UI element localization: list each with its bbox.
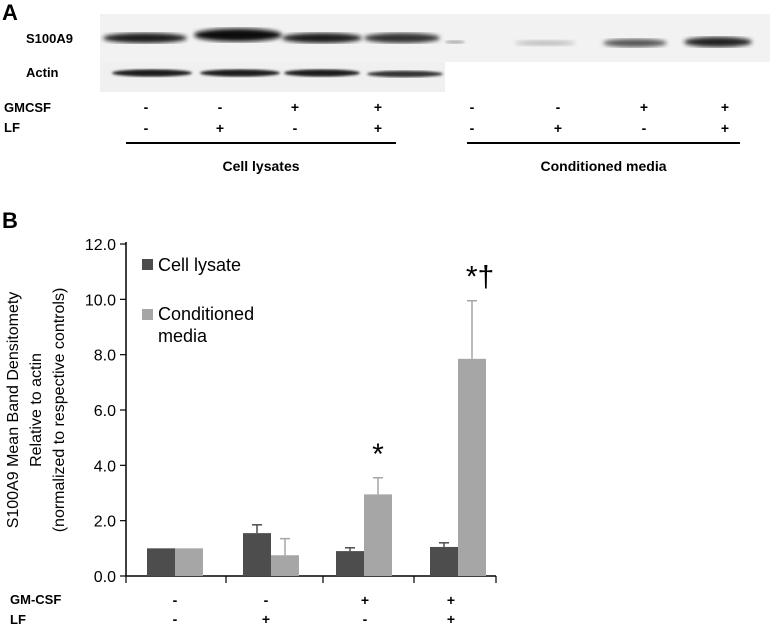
sign: + — [639, 99, 649, 115]
sign: + — [720, 120, 730, 136]
sign: - — [469, 99, 475, 115]
panel-a-row-label-lf: LF — [4, 120, 20, 135]
sign: - — [362, 611, 368, 627]
sign: - — [469, 120, 475, 136]
sign: + — [290, 99, 300, 115]
bar — [175, 548, 203, 576]
legend-label-conditioned-media: media — [158, 326, 208, 346]
y-tick-label: 12.0 — [85, 237, 116, 254]
blot-label-s100a9: S100A9 — [26, 31, 73, 46]
sign: + — [215, 120, 225, 136]
sign: - — [143, 99, 149, 115]
sign: + — [553, 120, 563, 136]
sign: - — [292, 120, 298, 136]
bar — [271, 555, 299, 576]
panel-a-letter: A — [2, 0, 18, 25]
media-group-rule — [467, 142, 740, 144]
sign: - — [172, 611, 178, 627]
bar — [364, 494, 392, 576]
y-tick-label: 0.0 — [94, 569, 116, 586]
blot-label-actin: Actin — [26, 65, 59, 80]
significance-annotation: * — [372, 438, 384, 471]
sign: + — [720, 99, 730, 115]
legend-label-conditioned-media: Conditioned — [158, 304, 254, 324]
legend-label-cell-lysate: Cell lysate — [158, 255, 241, 275]
bar — [458, 358, 486, 576]
sign: - — [143, 120, 149, 136]
group-label-conditioned-media: Conditioned media — [540, 158, 667, 174]
sign: + — [373, 99, 383, 115]
bar — [430, 546, 458, 576]
legend-swatch-conditioned-media — [142, 309, 153, 320]
sign: - — [217, 99, 223, 115]
sign: + — [446, 611, 456, 627]
sign: + — [373, 120, 383, 136]
sign: - — [555, 99, 561, 115]
sign: + — [446, 592, 456, 608]
y-tick-label: 2.0 — [94, 514, 116, 531]
sign: + — [360, 592, 370, 608]
y-axis-label-line: S100A9 Mean Band Densitomety — [5, 292, 22, 529]
lysate-group-rule — [126, 142, 396, 144]
panel-b-row-label-lf: LF — [10, 612, 26, 627]
y-tick-label: 4.0 — [94, 458, 116, 475]
legend-swatch-cell-lysate — [142, 259, 153, 270]
bar — [243, 533, 271, 576]
panel-b-row-label-gmcsf: GM-CSF — [10, 592, 62, 607]
sign: - — [172, 592, 178, 608]
sign: - — [263, 592, 269, 608]
y-axis-label-line: (normalized to respective controls) — [51, 288, 68, 533]
y-axis-label-line: Relative to actin — [28, 353, 45, 467]
bar — [336, 551, 364, 576]
y-tick-label: 10.0 — [85, 292, 116, 309]
sign: + — [261, 611, 271, 627]
y-tick-label: 8.0 — [94, 348, 116, 365]
western-blot-image — [100, 14, 770, 92]
sign: - — [641, 120, 647, 136]
panel-a-row-label-gmcsf: GMCSF — [4, 100, 51, 115]
panel-b-letter: B — [2, 208, 18, 233]
group-label-cell-lysates: Cell lysates — [222, 158, 300, 174]
bar — [147, 548, 175, 576]
y-tick-label: 6.0 — [94, 403, 116, 420]
significance-annotation: *† — [466, 261, 494, 294]
